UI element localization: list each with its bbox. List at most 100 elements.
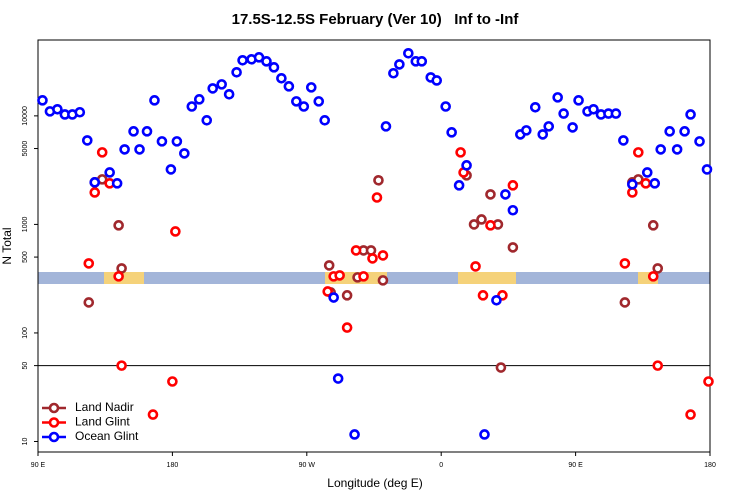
data-point (165, 164, 177, 175)
x-axis-label: Longitude (deg E) (327, 476, 422, 490)
data-point (507, 242, 519, 253)
data-point (476, 214, 487, 225)
data-point (37, 95, 48, 106)
data-point (305, 82, 317, 93)
y-tick-label: 50 (22, 362, 29, 370)
data-point (358, 271, 369, 282)
data-point (322, 286, 334, 297)
data-point (334, 270, 345, 281)
data-point (186, 101, 198, 112)
data-point (685, 409, 696, 420)
y-axis-label: N Total (0, 227, 14, 264)
data-point (647, 271, 659, 282)
data-point (167, 376, 178, 387)
data-point (74, 106, 86, 118)
data-point (367, 253, 378, 264)
data-point (431, 75, 443, 86)
data-point (89, 177, 101, 188)
data-point (543, 121, 555, 132)
data-point (485, 189, 496, 200)
data-point (147, 409, 159, 420)
data-point (619, 258, 631, 269)
x-tick-label: 180 (704, 462, 716, 469)
legend-label: Land Nadir (75, 400, 134, 414)
data-point (507, 180, 519, 191)
x-tick-label: 180 (167, 462, 179, 469)
data-point (328, 292, 339, 303)
data-point (567, 122, 578, 133)
data-point (83, 258, 95, 269)
data-point (479, 429, 490, 440)
x-tick-label: 90 E (568, 462, 583, 469)
data-point (231, 66, 242, 78)
data-point (341, 322, 353, 333)
data-point (83, 297, 95, 308)
data-point (455, 147, 466, 158)
data-point (96, 147, 108, 158)
legend-marker (48, 431, 60, 443)
data-point (298, 101, 310, 112)
data-point (652, 263, 664, 274)
data-point (491, 294, 502, 306)
plot-frame (37, 39, 711, 453)
y-tick-label: 10 (22, 437, 29, 445)
data-point (664, 126, 675, 137)
data-point (521, 125, 532, 136)
data-point (694, 136, 705, 147)
data-point (416, 56, 428, 67)
data-point (610, 108, 622, 119)
data-point (261, 56, 272, 67)
data-point (618, 135, 629, 146)
data-point (485, 220, 496, 231)
data-point (655, 144, 667, 155)
data-point (332, 373, 344, 384)
data-point (156, 136, 168, 147)
data-point (649, 178, 661, 189)
data-point (149, 95, 160, 106)
data-point (573, 95, 584, 106)
data-point (685, 109, 696, 120)
data-point (52, 103, 63, 115)
y-tick-label: 500 (22, 251, 29, 263)
data-point (652, 360, 664, 371)
data-point (179, 148, 190, 159)
data-point (380, 121, 392, 132)
data-point (377, 275, 389, 286)
data-point (619, 297, 631, 308)
legend-marker (48, 417, 60, 428)
data-point (268, 62, 280, 73)
legend-marker (48, 402, 60, 414)
y-tick-label: 100 (22, 327, 29, 339)
data-point (461, 160, 472, 171)
data-point (89, 187, 101, 198)
data-point (641, 167, 653, 178)
x-tick-label: 90 W (299, 462, 316, 469)
data-point (468, 219, 480, 230)
data-point (647, 220, 659, 231)
data-point (113, 271, 124, 282)
data-point (119, 144, 130, 155)
data-point (283, 81, 295, 92)
data-point (500, 189, 511, 200)
data-point (141, 126, 153, 137)
data-point (216, 79, 227, 90)
data-point (627, 179, 638, 190)
data-point (507, 204, 519, 216)
data-point (371, 192, 383, 203)
data-point (373, 174, 384, 186)
data-point (394, 59, 405, 70)
data-point (671, 144, 683, 155)
data-point (446, 127, 457, 138)
data-point (349, 429, 360, 440)
chart-title: 17.5S-12.5S February (Ver 10) Inf to -In… (232, 11, 520, 28)
data-point (134, 144, 145, 155)
data-point (201, 115, 213, 126)
data-point (701, 164, 713, 175)
legend-label: Ocean Glint (75, 429, 139, 443)
y-tick-label: 5000 (22, 141, 29, 157)
data-point (291, 96, 302, 107)
data-point (529, 101, 541, 113)
data-point (558, 108, 569, 119)
